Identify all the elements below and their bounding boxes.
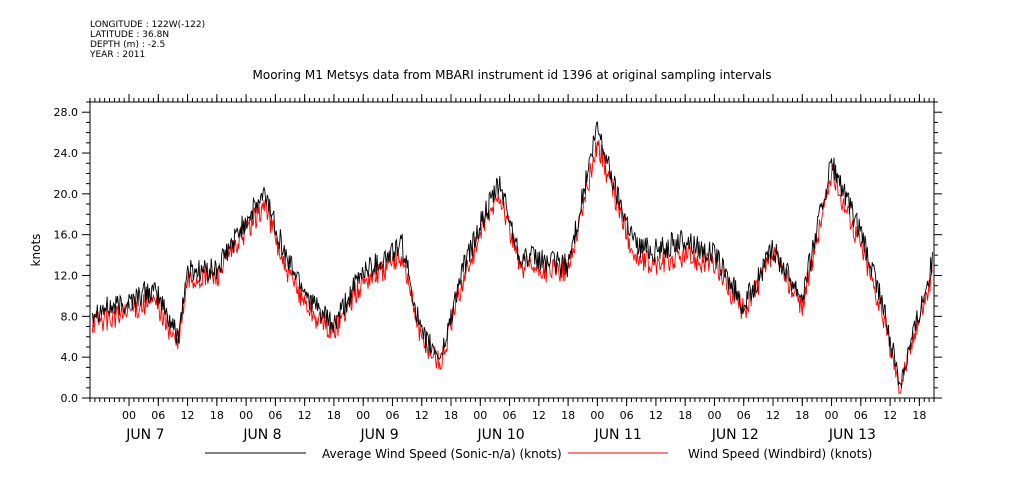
depth-label: DEPTH (m) : -2.5	[90, 40, 166, 50]
x-day-label: JUN 12	[711, 427, 759, 443]
y-tick-label: 28.0	[54, 106, 79, 119]
x-tick-label: 18	[561, 409, 575, 422]
x-tick-label: 06	[854, 409, 868, 422]
legend-label-sonic: Average Wind Speed (Sonic-n/a) (knots)	[322, 447, 562, 461]
x-tick-label: 06	[268, 409, 282, 422]
x-tick-label: 06	[385, 409, 399, 422]
chart-series	[91, 121, 933, 395]
x-tick-label: 18	[444, 409, 458, 422]
x-day-label: JUN 11	[594, 427, 642, 443]
chart-legend: Average Wind Speed (Sonic-n/a) (knots) Wi…	[205, 447, 872, 461]
metadata-block: LONGITUDE : 122W(-122) LATITUDE : 36.8N …	[90, 20, 205, 60]
y-tick-label: 0.0	[61, 392, 79, 405]
x-tick-label: 06	[151, 409, 165, 422]
x-tick-label: 12	[415, 409, 429, 422]
x-tick-label: 12	[883, 409, 897, 422]
x-tick-label: 18	[327, 409, 341, 422]
x-day-label: JUN 7	[125, 427, 164, 443]
x-tick-label: 00	[825, 409, 839, 422]
x-day-label: JUN 13	[828, 427, 876, 443]
latitude-label: LATITUDE : 36.8N	[90, 30, 170, 40]
year-label: YEAR : 2011	[90, 50, 146, 60]
x-tick-label: 00	[239, 409, 253, 422]
x-tick-label: 18	[795, 409, 809, 422]
x-tick-label: 18	[210, 409, 224, 422]
x-tick-label: 06	[737, 409, 751, 422]
x-tick-label: 06	[503, 409, 517, 422]
x-tick-label: 12	[649, 409, 663, 422]
x-tick-label: 00	[356, 409, 370, 422]
x-tick-label: 18	[912, 409, 926, 422]
x-day-label: JUN 9	[359, 427, 398, 443]
x-tick-label: 12	[181, 409, 195, 422]
x-tick-label: 12	[766, 409, 780, 422]
y-tick-label: 24.0	[54, 147, 79, 160]
y-tick-label: 8.0	[61, 310, 79, 323]
plot-frame	[89, 101, 935, 399]
x-day-label: JUN 8	[242, 427, 281, 443]
y-axis-title: knots	[29, 234, 43, 267]
x-tick-label: 12	[532, 409, 546, 422]
y-tick-label: 12.0	[54, 270, 79, 283]
x-tick-label: 00	[122, 409, 136, 422]
x-tick-label: 00	[707, 409, 721, 422]
x-day-label: JUN 10	[477, 427, 525, 443]
x-tick-label: 00	[590, 409, 604, 422]
chart-axes	[82, 94, 942, 406]
y-tick-label: 16.0	[54, 229, 79, 242]
legend-label-windbird: Wind Speed (Windbird) (knots)	[688, 447, 872, 461]
x-tick-label: 18	[678, 409, 692, 422]
y-tick-label: 4.0	[61, 351, 79, 364]
chart-labels: 00 06 12 18 00 06 12 18 00 06 12 18 00 06 12 18 00 06 12 18…	[29, 106, 926, 443]
x-tick-label: 06	[620, 409, 634, 422]
series-line-sonic	[91, 121, 933, 388]
x-tick-label: 12	[298, 409, 312, 422]
x-tick-label: 00	[473, 409, 487, 422]
longitude-label: LONGITUDE : 122W(-122)	[90, 20, 206, 30]
y-tick-label: 20.0	[54, 188, 79, 201]
chart-title: Mooring M1 Metsys data from MBARI instru…	[252, 68, 772, 82]
series-line-windbird	[91, 140, 933, 395]
